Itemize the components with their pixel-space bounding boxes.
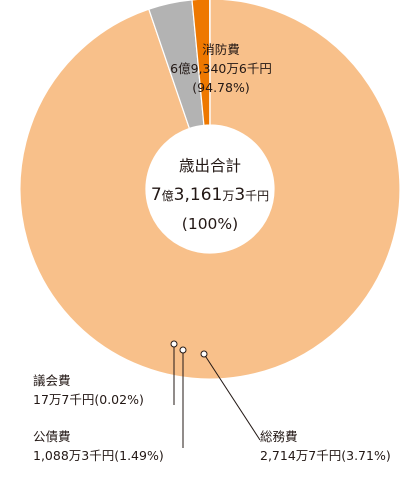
slice-label-name: 消防費 xyxy=(202,42,240,57)
slice-label-amount: 17万7千円(0.02%) xyxy=(33,392,144,407)
slice-label-amount: 6億9,340万6千円 xyxy=(170,61,272,76)
center-percent: (100%) xyxy=(182,215,238,233)
donut-slice-0 xyxy=(19,0,401,380)
slice-label-name: 総務費 xyxy=(260,429,298,444)
slice-label-amount: 2,714万7千円(3.71%) xyxy=(260,448,391,463)
center-total: 7億3,161万3千円 xyxy=(151,185,269,205)
leader-dot-kousaihi xyxy=(179,346,187,354)
leader-line-soumuhi xyxy=(203,353,261,441)
leader-dot-kaigihi xyxy=(170,340,178,348)
slice-label-name: 公債費 xyxy=(33,429,71,444)
slice-label-amount: 1,088万3千円(1.49%) xyxy=(33,448,164,463)
center-title: 歳出合計 xyxy=(179,157,241,175)
slice-label-name: 議会費 xyxy=(33,373,71,388)
leader-dot-soumuhi xyxy=(200,350,208,358)
slice-label-percent: (94.78%) xyxy=(192,80,249,95)
